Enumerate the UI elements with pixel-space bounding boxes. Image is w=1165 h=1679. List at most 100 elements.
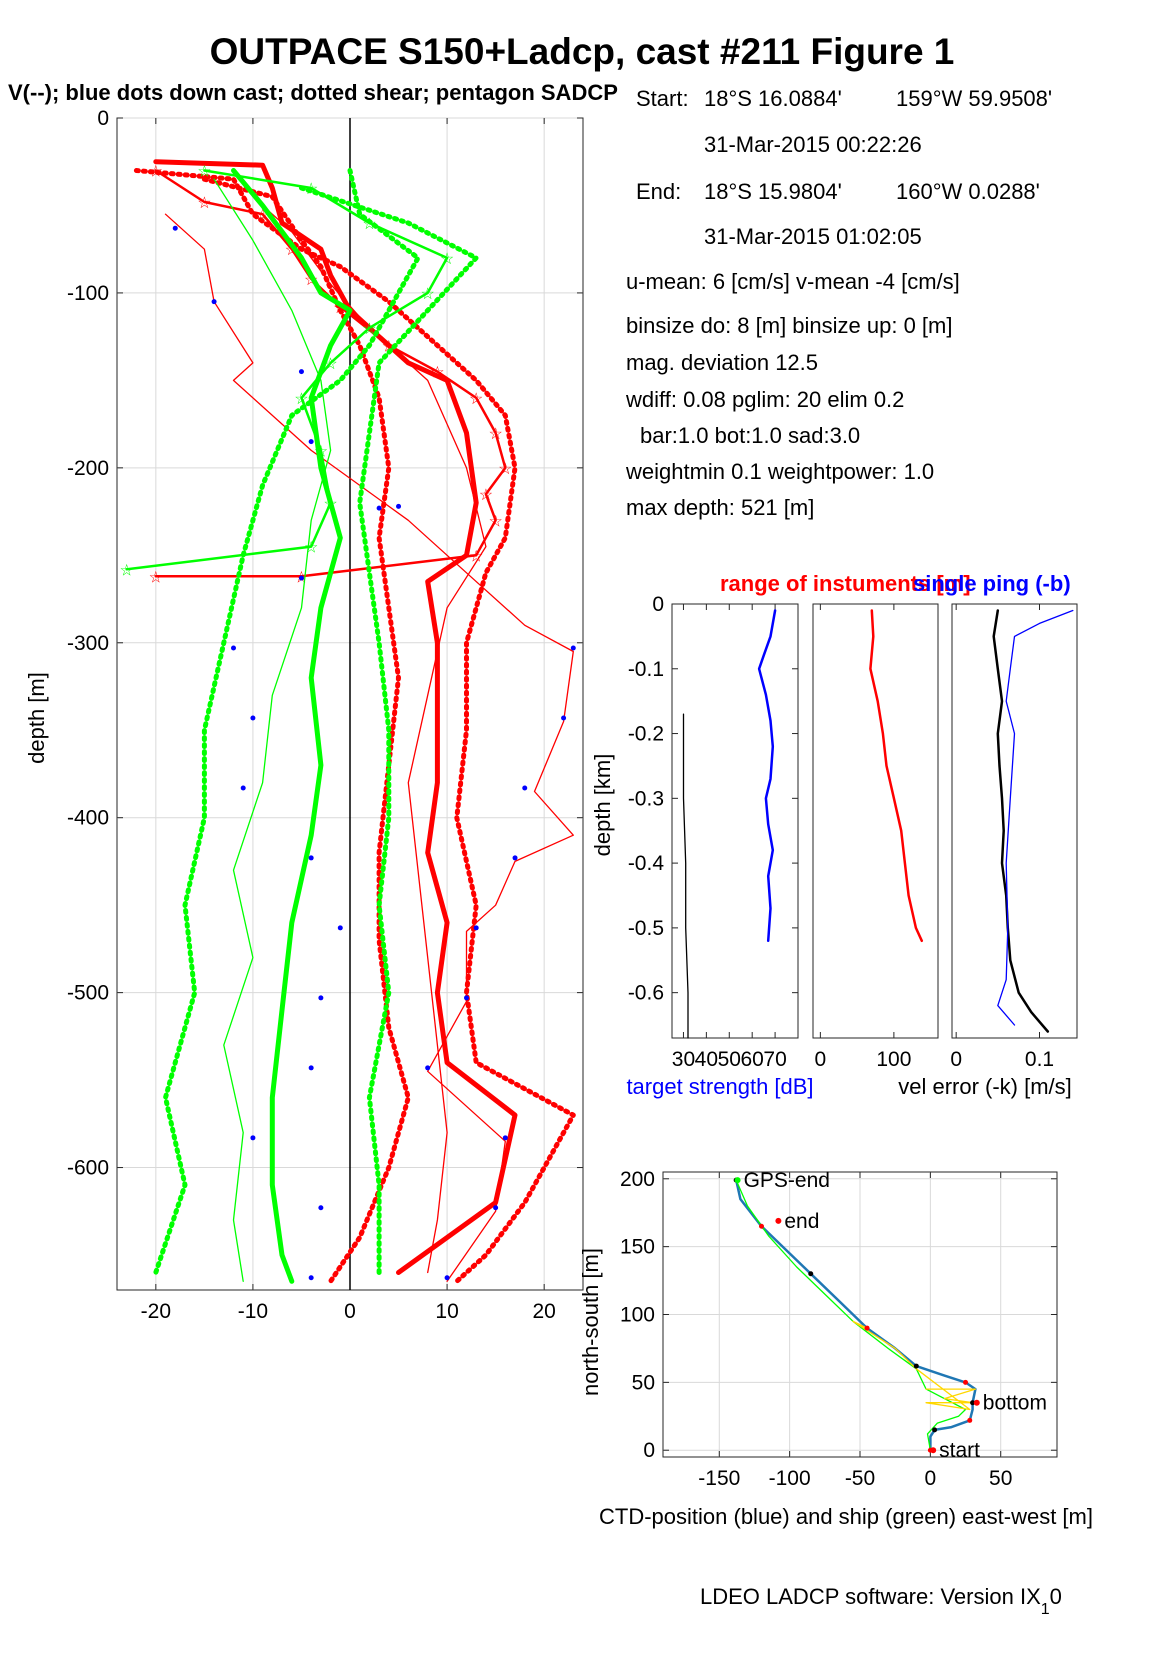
track-marker: [967, 1417, 973, 1423]
downcast-dot: [337, 925, 343, 931]
star-marker: ☆: [294, 391, 308, 408]
downcast-dot: [502, 1135, 508, 1141]
y-tick-label: 200: [620, 1168, 655, 1191]
plot-area: [671, 603, 799, 1039]
star-marker: ☆: [304, 540, 318, 557]
y-tick-label: -0.5: [628, 917, 664, 940]
x-tick-label: 20: [532, 1300, 555, 1323]
y-tick-label: -500: [67, 982, 109, 1005]
range-panel: 0 100: [812, 603, 939, 1071]
y-tick-label: -600: [67, 1157, 109, 1180]
track-xlabel: CTD-position (blue) and ship (green) eas…: [599, 1504, 1093, 1529]
downcast-dot: [318, 1205, 324, 1211]
start-time: 31-Mar-2015 00:22:26: [704, 132, 922, 157]
downcast-dot: [473, 925, 479, 931]
figure-title: OUTPACE S150+Ladcp, cast #211 Figure 1: [210, 31, 955, 72]
downcast-dot: [308, 1065, 314, 1071]
track-label: GPS-end: [744, 1169, 830, 1192]
y-tick-label: -0.3: [628, 787, 664, 810]
y-tick-label: 0: [652, 593, 664, 616]
star-marker: ☆: [197, 195, 211, 212]
plot-area: [951, 603, 1078, 1039]
track-marker: [963, 1379, 969, 1385]
star-marker: ☆: [362, 321, 376, 338]
y-tick-label: -300: [67, 632, 109, 655]
downcast-dot: [444, 1275, 450, 1281]
track-label-marker: [930, 1447, 937, 1454]
star-marker: ☆: [197, 163, 211, 180]
downcast-dot: [240, 785, 246, 791]
star-marker: ☆: [440, 251, 454, 268]
x-tick-label: -150: [698, 1467, 740, 1490]
series-line-black-0: [992, 609, 1050, 1033]
track-label-marker: [734, 1177, 741, 1184]
downcast-dot: [250, 1135, 256, 1141]
downcast-dot: [298, 369, 304, 375]
track-ylabel: north-south [m]: [578, 1248, 603, 1396]
software-version-subscript: 1: [1041, 1601, 1050, 1618]
x-tick-label: 70: [763, 1048, 786, 1071]
mag-deviation: mag. deviation 12.5: [626, 350, 818, 375]
x-tick-label: 40: [695, 1048, 718, 1071]
end-time: 31-Mar-2015 01:02:05: [704, 224, 922, 249]
binsize-info: binsize do: 8 [m] binsize up: 0 [m]: [626, 313, 953, 338]
x-tick-label: 60: [741, 1048, 764, 1071]
plot-area: [812, 603, 939, 1039]
track-marker: [808, 1271, 814, 1277]
track-marker: [864, 1325, 870, 1331]
downcast-dot: [570, 645, 576, 651]
x-tick-label: 100: [876, 1048, 911, 1071]
y-tick-label: -0.1: [628, 658, 664, 681]
ctd-track-panel: -150 -100 -50 0 50 0 50 100 150 200 GPS-end end bott…: [620, 1168, 1058, 1490]
star-marker: ☆: [314, 443, 328, 460]
track-marker: [932, 1427, 938, 1433]
series-line-red-3: [164, 213, 574, 1282]
downcast-dot: [211, 299, 217, 305]
x-tick-label: 0: [344, 1300, 356, 1323]
star-marker: ☆: [430, 365, 444, 382]
x-tick-label: -50: [845, 1467, 875, 1490]
x-tick-label: 50: [718, 1048, 741, 1071]
track-marker: [913, 1363, 919, 1369]
start-longitude: 159°W 59.9508': [896, 86, 1052, 111]
series-line-red-1: [133, 168, 576, 1284]
y-tick-label: 100: [620, 1304, 655, 1327]
x-tick-label: -20: [141, 1300, 171, 1323]
y-tick-label: 0: [97, 107, 109, 130]
downcast-dot: [561, 715, 567, 721]
series-line-black-1: [682, 713, 689, 1039]
y-tick-label: -400: [67, 807, 109, 830]
end-longitude: 160°W 0.0288': [896, 179, 1040, 204]
x-tick-label: 0.1: [1025, 1048, 1054, 1071]
star-marker: ☆: [149, 569, 163, 586]
wdiff-info: wdiff: 0.08 pglim: 20 elim 0.2: [625, 387, 904, 412]
series-line-red-0: [869, 609, 924, 943]
star-marker: ☆: [469, 548, 483, 565]
bar-info: bar:1.0 bot:1.0 sad:3.0: [640, 423, 860, 448]
downcast-dot: [250, 715, 256, 721]
series-line-green-9: [213, 178, 332, 1282]
track-label-marker: [775, 1217, 782, 1224]
y-tick-label: -200: [67, 457, 109, 480]
series-line-red-5: [154, 169, 507, 578]
star-marker: ☆: [498, 461, 512, 478]
downcast-dot: [425, 1065, 431, 1071]
series-line-green-10: [125, 169, 449, 571]
target-strength-xlabel: target strength [dB]: [626, 1074, 813, 1099]
velocity-profile-panel: -20 -10 0 10 200-100-200-300-400-500-600☆☆☆☆…: [67, 107, 584, 1323]
x-tick-label: -10: [238, 1300, 268, 1323]
star-marker: ☆: [479, 487, 493, 504]
y-tick-label: 150: [620, 1236, 655, 1259]
star-marker: ☆: [323, 356, 337, 373]
vel-error-panel: 0 0.1: [950, 603, 1078, 1071]
x-tick-label: 0: [815, 1048, 827, 1071]
track-label-marker: [973, 1399, 980, 1406]
downcast-dot: [464, 995, 469, 1001]
downcast-dot: [493, 1205, 499, 1211]
series-line-track_blue-0: [734, 1178, 977, 1452]
star-marker: ☆: [362, 216, 376, 233]
downcast-dot: [308, 855, 314, 861]
track-marker: [759, 1223, 764, 1229]
y-tick-label: -0.2: [628, 723, 664, 746]
vel-error-xlabel: vel error (-k) [m/s]: [898, 1074, 1072, 1099]
